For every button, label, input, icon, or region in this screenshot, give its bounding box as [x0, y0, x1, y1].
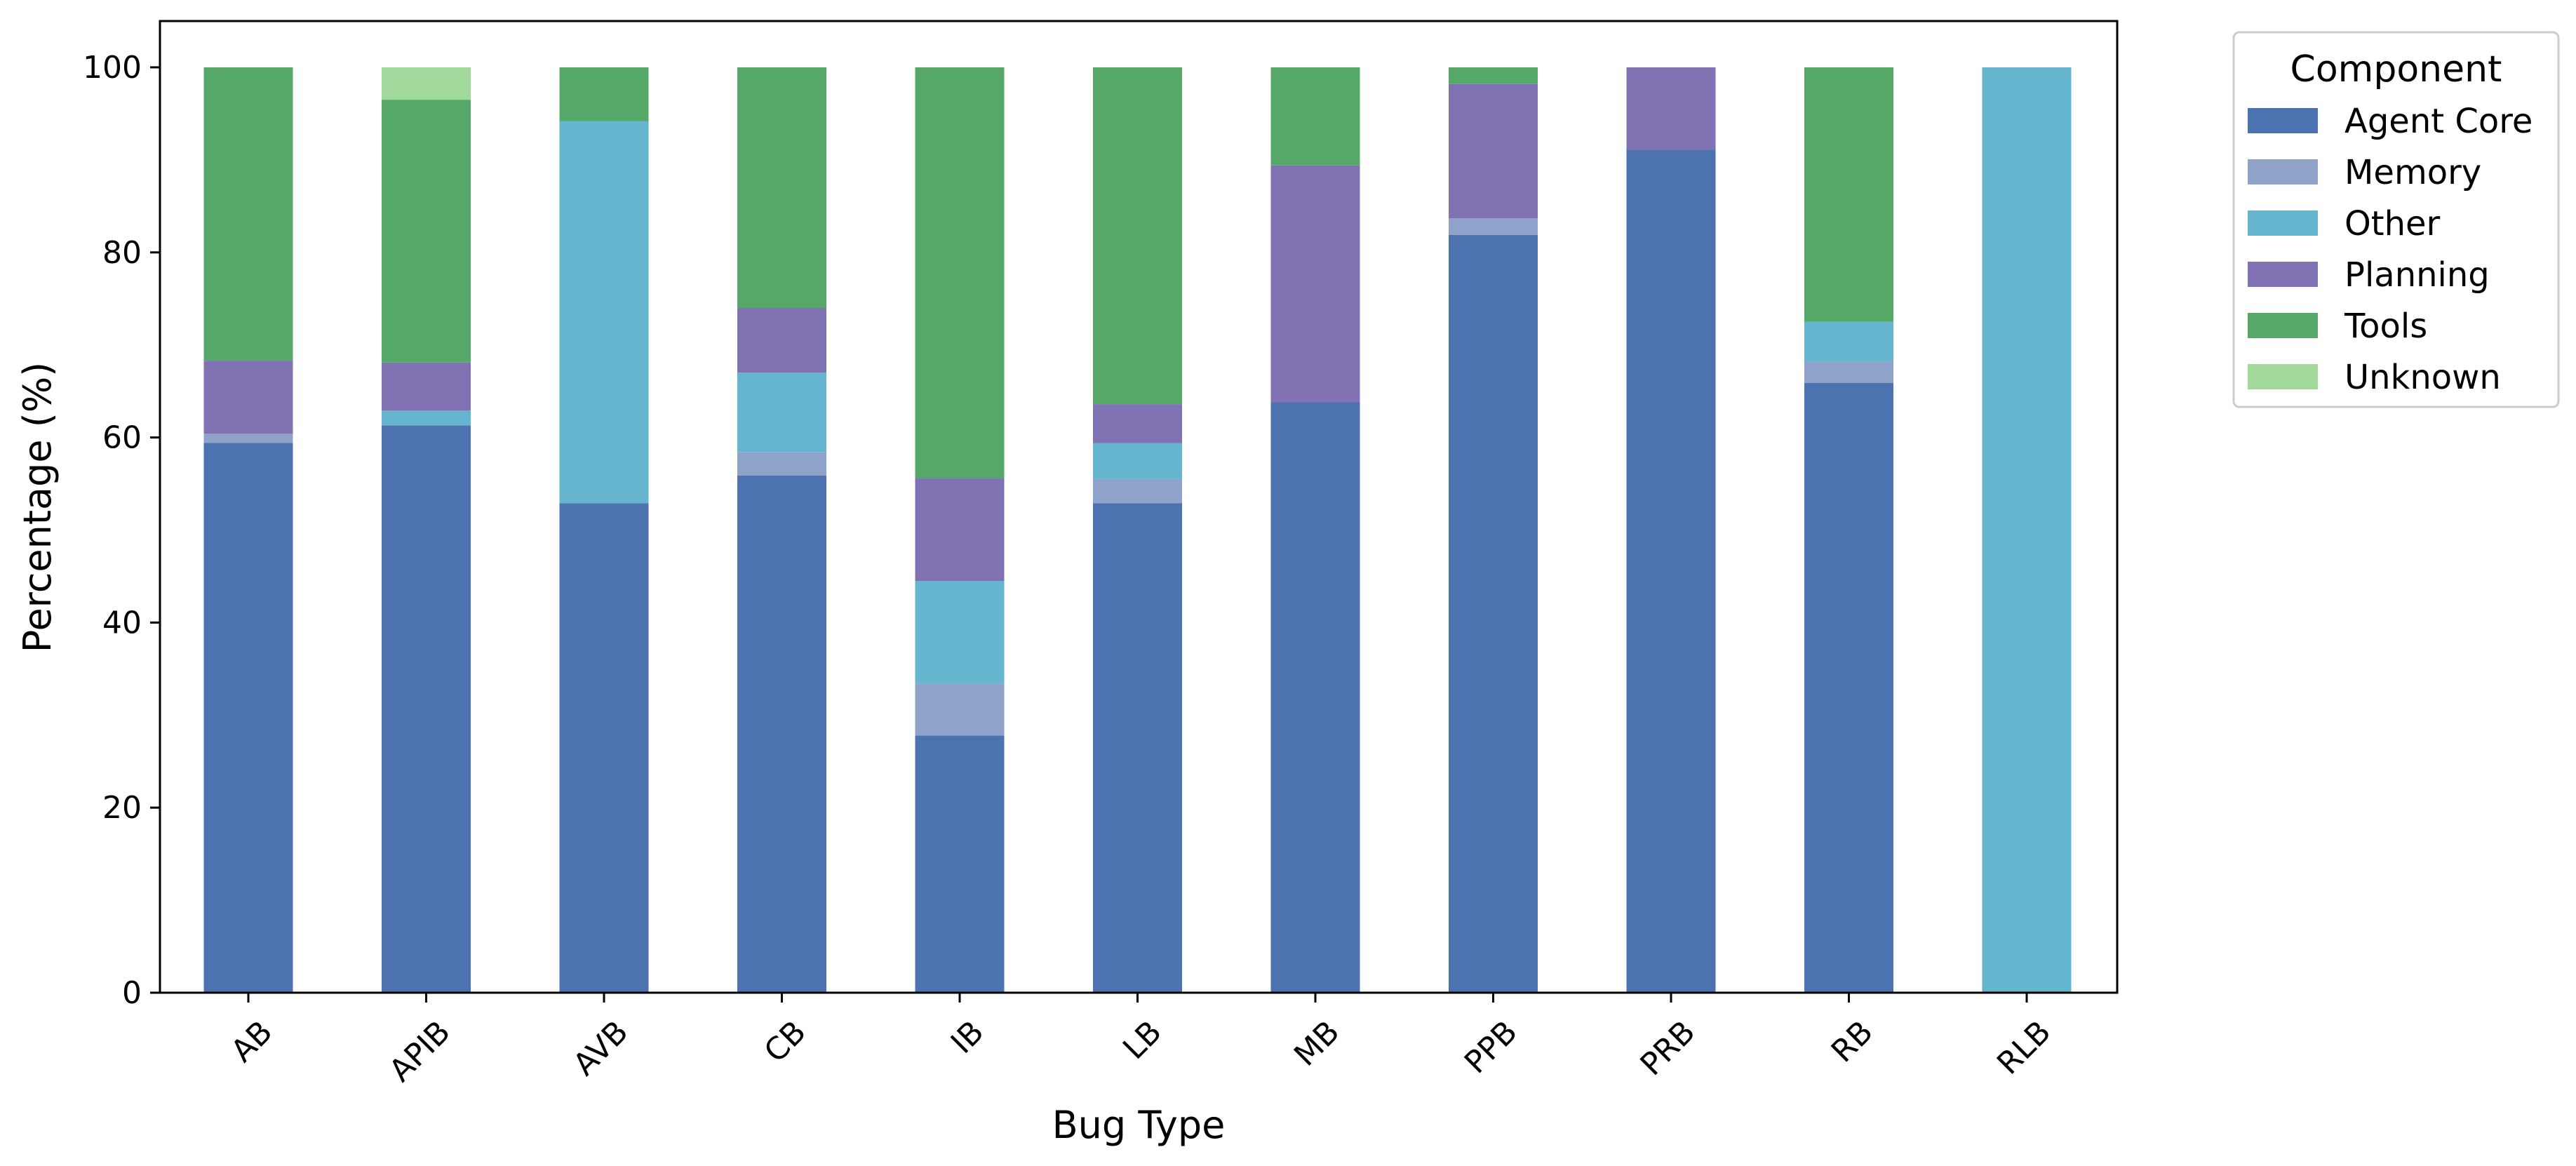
- legend-swatch-other: [2248, 210, 2318, 236]
- bar-ib-agent-core: [915, 735, 1005, 993]
- bar-apib-planning: [382, 362, 471, 411]
- x-tick-label-ppb: PPB: [1458, 1014, 1524, 1080]
- bar-cb-planning: [737, 307, 826, 373]
- bar-ab-tools: [203, 67, 293, 361]
- bar-prb-planning: [1626, 67, 1716, 150]
- legend-swatch-agent-core: [2248, 108, 2318, 133]
- y-axis-title: Percentage (%): [15, 362, 60, 652]
- y-tick-label: 40: [102, 605, 142, 641]
- bar-rb-tools: [1804, 67, 1893, 322]
- legend-label-agent-core: Agent Core: [2344, 102, 2533, 141]
- legend-label-unknown: Unknown: [2344, 358, 2501, 397]
- bar-apib-other: [382, 410, 471, 426]
- bar-rb-agent-core: [1804, 382, 1893, 993]
- legend-label-planning: Planning: [2344, 255, 2490, 295]
- bar-ppb-memory: [1449, 218, 1538, 235]
- x-tick-label-ab: AB: [224, 1014, 280, 1069]
- bar-mb-tools: [1270, 67, 1360, 166]
- legend-swatch-tools: [2248, 313, 2318, 338]
- x-tick-label-cb: CB: [758, 1014, 813, 1069]
- bar-ib-other: [915, 581, 1005, 684]
- bar-lb-other: [1093, 443, 1182, 479]
- bar-cb-memory: [737, 452, 826, 476]
- bar-rlb-other: [1982, 67, 2072, 993]
- bar-apib-tools: [382, 100, 471, 363]
- bar-lb-planning: [1093, 404, 1182, 443]
- x-tick-label-ib: IB: [944, 1014, 991, 1061]
- x-tick-label-rlb: RLB: [1990, 1014, 2058, 1081]
- bar-ppb-tools: [1449, 67, 1538, 84]
- x-tick-label-apib: APIB: [382, 1014, 457, 1089]
- bar-ppb-agent-core: [1449, 234, 1538, 993]
- y-axis: 0 20 40 60 80 100: [83, 50, 160, 1011]
- bar-ib-memory: [915, 683, 1005, 736]
- bar-lb-agent-core: [1093, 503, 1182, 993]
- bar-mb-planning: [1270, 165, 1360, 403]
- bar-avb-tools: [559, 67, 649, 121]
- y-tick-label: 0: [122, 975, 142, 1011]
- bar-lb-memory: [1093, 478, 1182, 504]
- bar-avb-other: [559, 121, 649, 504]
- legend-swatch-memory: [2248, 159, 2318, 185]
- bars-layer: [203, 67, 2072, 993]
- bar-ab-planning: [203, 361, 293, 434]
- bar-apib-unknown: [382, 67, 471, 100]
- y-tick-label: 20: [102, 790, 142, 826]
- bar-apib-agent-core: [382, 425, 471, 993]
- y-tick-label: 80: [102, 235, 142, 271]
- bar-ib-tools: [915, 67, 1005, 478]
- bar-ppb-planning: [1449, 83, 1538, 218]
- bar-ab-agent-core: [203, 443, 293, 993]
- x-tick-label-mb: MB: [1287, 1014, 1346, 1073]
- bar-cb-tools: [737, 67, 826, 308]
- x-axis-title: Bug Type: [1052, 1103, 1226, 1147]
- bar-rb-memory: [1804, 361, 1893, 383]
- bar-rb-other: [1804, 321, 1893, 362]
- x-tick-label-avb: AVB: [566, 1014, 635, 1083]
- legend-swatch-planning: [2248, 262, 2318, 287]
- legend-swatch-unknown: [2248, 364, 2318, 389]
- x-tick-label-prb: PRB: [1634, 1014, 1703, 1083]
- bar-ab-memory: [203, 434, 293, 443]
- x-tick-label-rb: RB: [1825, 1014, 1880, 1069]
- y-tick-label: 100: [83, 50, 142, 86]
- x-axis: AB APIB AVB CB IB LB MB PPB PRB RB RLB: [224, 993, 2058, 1089]
- y-tick-label: 60: [102, 420, 142, 456]
- legend-label-other: Other: [2344, 204, 2441, 243]
- legend-title: Component: [2290, 48, 2502, 91]
- bar-cb-other: [737, 373, 826, 453]
- bar-avb-agent-core: [559, 503, 649, 993]
- bar-prb-agent-core: [1626, 149, 1716, 993]
- bar-mb-agent-core: [1270, 402, 1360, 993]
- legend-label-tools: Tools: [2344, 307, 2427, 346]
- x-tick-label-lb: LB: [1116, 1014, 1169, 1066]
- bar-ib-planning: [915, 478, 1005, 581]
- legend: Component Agent Core Memory Other Planning To…: [2232, 31, 2560, 408]
- bar-lb-tools: [1093, 67, 1182, 405]
- legend-label-memory: Memory: [2344, 153, 2481, 192]
- bar-cb-agent-core: [737, 475, 826, 993]
